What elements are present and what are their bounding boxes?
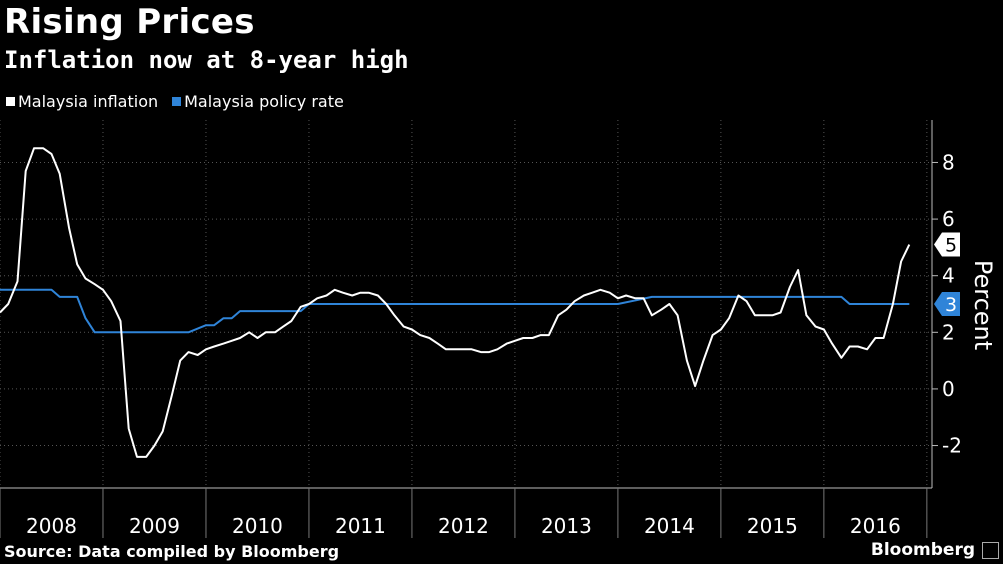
y-axis-title: Percent	[969, 260, 997, 350]
chart-subtitle: Inflation now at 8-year high	[4, 46, 409, 74]
legend: Malaysia inflation Malaysia policy rate	[6, 92, 344, 111]
end-tag-policy-rate	[934, 292, 960, 316]
x-tick-label: 2013	[541, 514, 592, 538]
x-tick-label: 2016	[850, 514, 901, 538]
x-tick-label: 2014	[644, 514, 695, 538]
legend-label-policy-rate: Malaysia policy rate	[184, 92, 344, 111]
chart-title: Rising Prices	[4, 2, 255, 42]
end-tag-inflation	[934, 232, 960, 257]
y-tick-label: 4	[942, 264, 955, 288]
x-tick-label: 2012	[438, 514, 489, 538]
x-tick-label: 2008	[26, 514, 77, 538]
legend-swatch-inflation	[6, 97, 15, 106]
source-note: Source: Data compiled by Bloomberg	[4, 542, 340, 561]
x-tick-label: 2010	[232, 514, 283, 538]
legend-swatch-policy-rate	[172, 97, 182, 106]
series-line-policy-rate	[0, 288, 910, 334]
y-tick-label: 2	[942, 320, 955, 344]
end-tag-inflation-label: 5	[945, 235, 957, 257]
series-line-inflation	[0, 147, 911, 458]
y-tick-label: 6	[942, 207, 955, 231]
end-tag-policy-rate-label: 3	[945, 294, 957, 316]
x-tick-label: 2011	[335, 514, 386, 538]
x-tick-label: 2015	[747, 514, 798, 538]
legend-entry-policy-rate: Malaysia policy rate	[172, 92, 344, 111]
legend-label-inflation: Malaysia inflation	[18, 92, 159, 111]
y-tick-label: 8	[942, 150, 955, 174]
y-tick-label: -2	[942, 434, 962, 458]
legend-entry-inflation: Malaysia inflation	[6, 92, 158, 111]
bloomberg-terminal-icon	[982, 542, 999, 559]
bloomberg-logo: Bloomberg	[870, 540, 975, 560]
x-tick-label: 2009	[129, 514, 180, 538]
y-tick-label: 0	[942, 377, 955, 401]
